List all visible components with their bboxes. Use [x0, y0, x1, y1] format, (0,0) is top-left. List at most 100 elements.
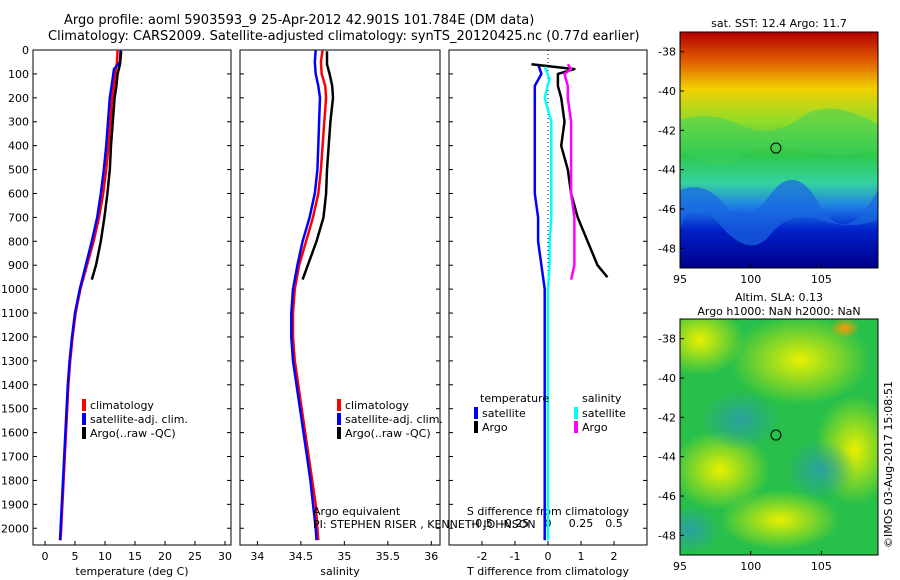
ytick-label: 300: [8, 116, 29, 129]
sla-map-title: Altim. SLA: 0.13: [735, 291, 823, 304]
xtick-label: 36: [424, 550, 438, 563]
ytick-label: 1500: [1, 403, 29, 416]
legend-swatch: [574, 407, 578, 419]
ticks-layer: 0100200300400500600700800900100011001200…: [1, 44, 832, 573]
legend-swatch: [337, 399, 341, 411]
sst-map: [679, 31, 879, 269]
map-xtick-label: 100: [740, 560, 761, 573]
ytick-label: 900: [8, 259, 29, 272]
salinity-xlabel: salinity: [320, 565, 360, 578]
ytick-label: 1700: [1, 451, 29, 464]
ytick-label: 1900: [1, 498, 29, 511]
ytick-label: 100: [8, 68, 29, 81]
xtick-label: 15: [128, 550, 142, 563]
sst-fronts: [680, 108, 878, 246]
ytick-label: 1100: [1, 307, 29, 320]
series-line: [291, 50, 328, 541]
figure-title-line1: Argo profile: aoml 5903593_9 25-Apr-2012…: [64, 13, 535, 28]
xtick-label: -1: [510, 550, 521, 563]
series-line: [58, 50, 122, 541]
ytick-label: 1300: [1, 355, 29, 368]
series-group: [58, 50, 123, 541]
salinity-diff-tick-label: 0.5: [605, 517, 623, 530]
map-xtick-label: 105: [811, 560, 832, 573]
pi-annotation: Argo equivalent: [313, 505, 401, 518]
map-ytick-label: -42: [658, 411, 676, 424]
legend-swatch: [574, 421, 578, 433]
pi-annotation: PI: STEPHEN RISER , KENNETH JOHNSON: [313, 518, 536, 531]
series-line: [563, 63, 576, 280]
legend-label: satellite: [482, 407, 526, 420]
xtick-label: -2: [477, 550, 488, 563]
ytick-label: 200: [8, 92, 29, 105]
series-line: [533, 63, 546, 541]
salinity-diff-tick-label: -0.25: [501, 517, 529, 530]
map-ytick-label: -46: [658, 203, 676, 216]
map-ytick-label: -42: [658, 124, 676, 137]
ytick-label: 1400: [1, 379, 29, 392]
legend-swatch: [337, 427, 341, 439]
ytick-label: 2000: [1, 522, 29, 535]
ytick-label: 1200: [1, 331, 29, 344]
sst-map-title: sat. SST: 12.4 Argo: 11.7: [711, 17, 847, 30]
legend-label: Argo: [582, 421, 608, 434]
series-group: [290, 50, 335, 541]
series-layer: [58, 50, 609, 545]
xtick-label: 25: [188, 550, 202, 563]
salinity-diff-tick-label: 0.25: [569, 517, 594, 530]
map-xtick-label: 105: [811, 273, 832, 286]
legend-label: Argo: [482, 421, 508, 434]
map-xtick-label: 95: [673, 273, 687, 286]
salinity-plot-frame: [239, 49, 441, 546]
xtick-label: 2: [611, 550, 618, 563]
sla-map-subtitle: Argo h1000: NaN h2000: NaN: [697, 305, 860, 318]
xtick-label: 34: [250, 550, 264, 563]
series-line: [290, 50, 322, 541]
series-group: [531, 50, 609, 545]
ytick-label: 500: [8, 164, 29, 177]
map-xtick-label: 95: [673, 560, 687, 573]
legend-label: satellite-adj. clim.: [90, 413, 188, 426]
legend-label: climatology: [345, 399, 409, 412]
salinity-diff-tick-label: -0.5: [471, 517, 492, 530]
ytick-label: 1800: [1, 474, 29, 487]
map-ytick-label: -44: [658, 451, 676, 464]
xtick-label: 1: [578, 550, 585, 563]
map-ytick-label: -38: [658, 333, 676, 346]
sst-argo-marker: [770, 142, 782, 154]
ytick-label: 400: [8, 140, 29, 153]
temperature-plot-frame: [32, 49, 232, 546]
temperature-xlabel: temperature (deg C): [75, 565, 188, 578]
legend-swatch: [474, 421, 478, 433]
map-ytick-label: -38: [658, 46, 676, 59]
legend-swatch: [82, 413, 86, 425]
sla-map: [679, 318, 879, 556]
map-ytick-label: -44: [658, 164, 676, 177]
xtick-label: 35: [337, 550, 351, 563]
xtick-label: 34.5: [289, 550, 314, 563]
legend-label: satellite: [582, 407, 626, 420]
legend-group-title: salinity: [582, 392, 622, 405]
ytick-label: 800: [8, 235, 29, 248]
map-ytick-label: -46: [658, 490, 676, 503]
figure-title-line2: Climatology: CARS2009. Satellite-adjuste…: [48, 29, 640, 44]
series-line: [90, 51, 123, 280]
legend-swatch: [82, 399, 86, 411]
xtick-label: 35.5: [376, 550, 401, 563]
sla-argo-marker: [770, 429, 782, 441]
ytick-label: 1000: [1, 283, 29, 296]
legend-swatch: [82, 427, 86, 439]
xtick-label: 0: [545, 550, 552, 563]
legend-label: satellite-adj. clim.: [345, 413, 443, 426]
ytick-label: 700: [8, 211, 29, 224]
series-line: [301, 51, 335, 281]
map-ytick-label: -40: [658, 85, 676, 98]
xtick-label: 30: [218, 550, 232, 563]
xtick-label: 0: [42, 550, 49, 563]
legend-label: Argo(..raw -QC): [90, 427, 176, 440]
ytick-label: 600: [8, 187, 29, 200]
legend-label: climatology: [90, 399, 154, 412]
sla-blobs: [680, 319, 878, 555]
